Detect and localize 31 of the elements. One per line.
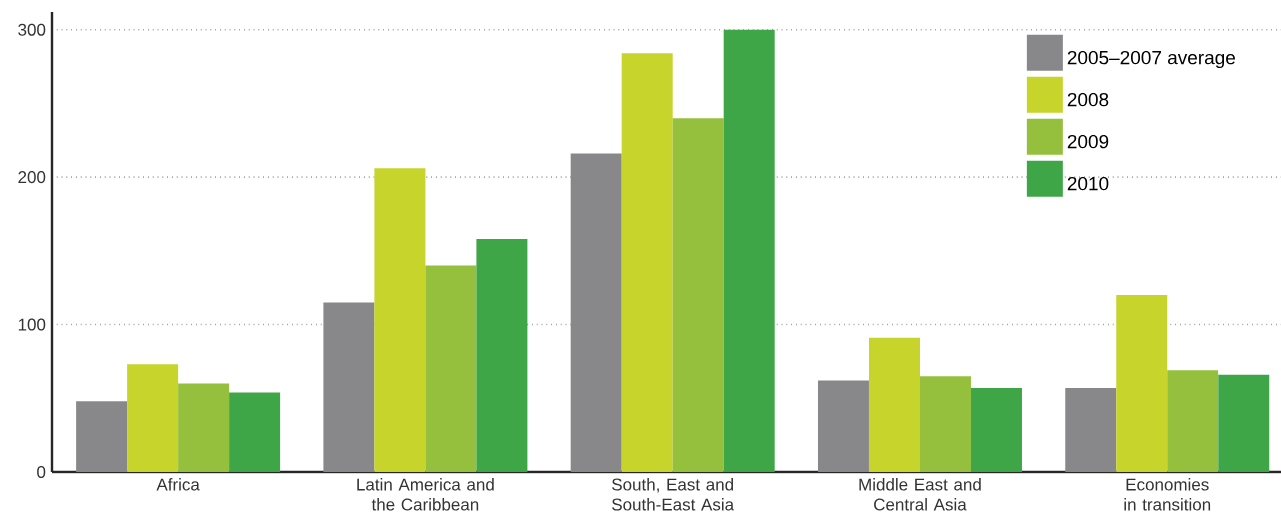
bar bbox=[127, 364, 179, 472]
bar bbox=[229, 392, 281, 472]
legend-label: 2008 bbox=[1067, 92, 1109, 107]
bar bbox=[178, 383, 230, 472]
bar bbox=[919, 376, 971, 472]
legend-label: 2010 bbox=[1067, 176, 1109, 191]
bar bbox=[621, 53, 673, 472]
bar bbox=[1065, 387, 1117, 472]
bar bbox=[425, 265, 477, 472]
legend-label: 2005–2007 average bbox=[1067, 50, 1235, 69]
bar bbox=[868, 337, 920, 472]
x-tick-label: Africa bbox=[156, 478, 200, 491]
x-tick-label: Middle East and Central Asia bbox=[859, 478, 981, 511]
y-tick-label: 300 bbox=[18, 23, 46, 36]
bar bbox=[76, 401, 128, 472]
bar bbox=[374, 168, 426, 472]
y-tick-label: 0 bbox=[37, 466, 46, 479]
y-tick-label: 200 bbox=[18, 171, 46, 184]
x-tick-label: South, East and South-East Asia bbox=[612, 478, 735, 511]
y-tick-label: 100 bbox=[18, 318, 46, 331]
bar bbox=[1167, 370, 1219, 472]
x-tick-label: Economies in transition bbox=[1124, 478, 1211, 511]
bar bbox=[1218, 374, 1270, 472]
bar bbox=[723, 29, 775, 472]
legend-label: 2009 bbox=[1067, 134, 1109, 149]
bar bbox=[970, 387, 1022, 472]
bar bbox=[1116, 295, 1168, 472]
bar bbox=[672, 118, 724, 472]
bar bbox=[817, 380, 869, 472]
bar bbox=[476, 239, 528, 472]
x-tick-label: Latin America and the Caribbean bbox=[357, 478, 494, 511]
